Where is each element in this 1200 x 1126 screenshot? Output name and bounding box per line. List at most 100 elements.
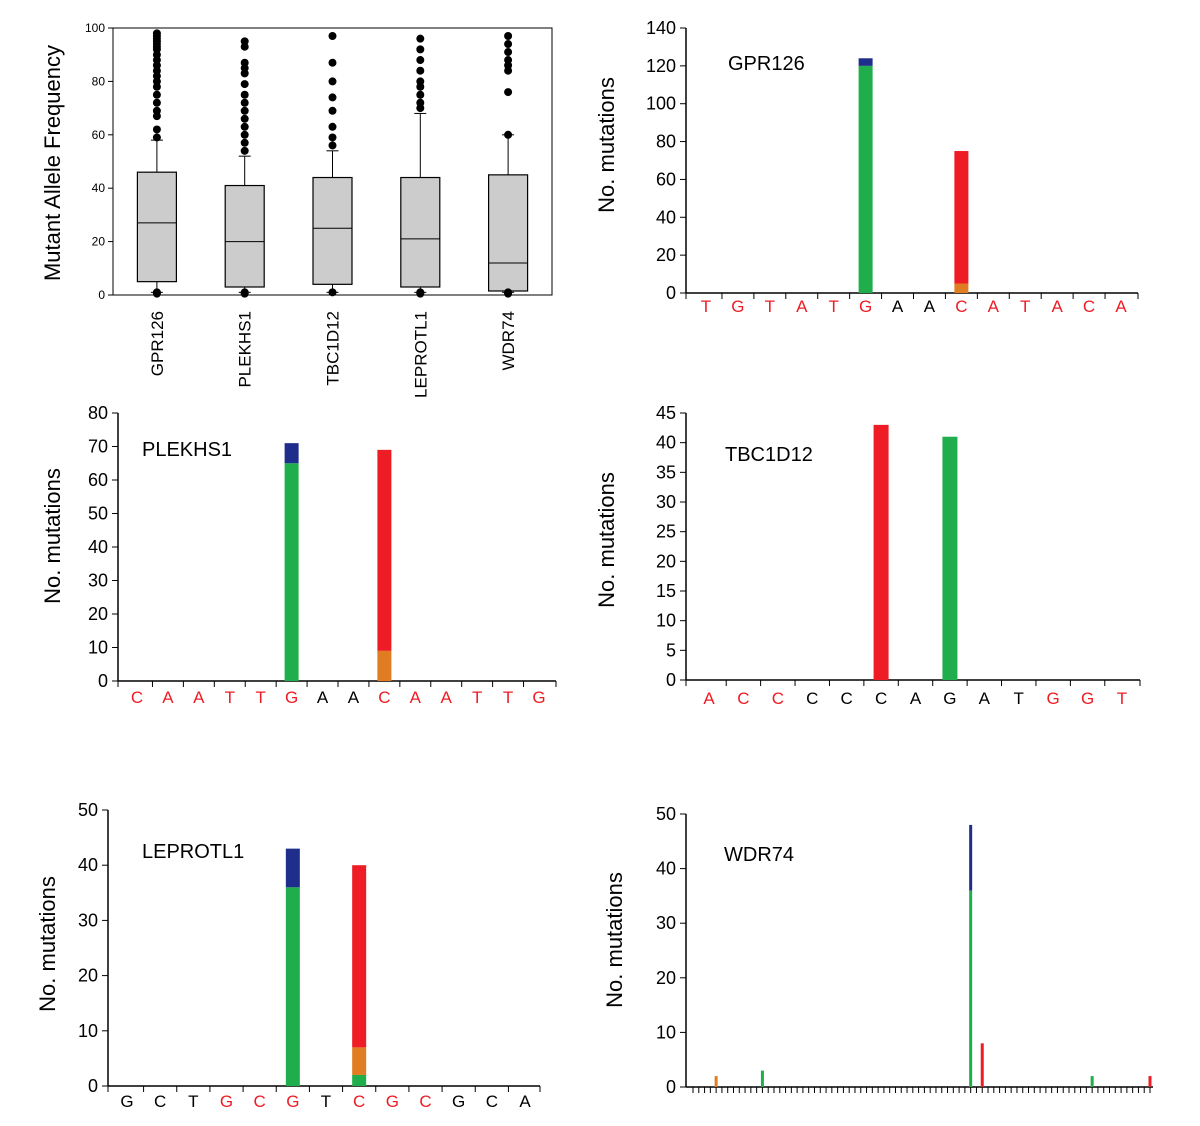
tbc1d12-y-axis-label: No. mutations xyxy=(594,472,619,608)
wdr74-bar-segment-red xyxy=(1148,1076,1152,1087)
plekhs1-sequence-letter: C xyxy=(131,688,143,707)
outlier-point-leprotl1 xyxy=(416,66,425,75)
leprotl1-sequence-letter: C xyxy=(254,1092,266,1111)
outlier-point-leprotl1 xyxy=(416,34,425,43)
wdr74-bar-segment-green xyxy=(1090,1076,1094,1087)
outlier-point-plekhs1 xyxy=(240,42,249,51)
plekhs1-sequence-letter: A xyxy=(348,688,360,707)
leprotl1-sequence-letter: T xyxy=(321,1092,331,1111)
wdr74-bar-segment-green xyxy=(969,890,973,1087)
plekhs1-sequence-letter: G xyxy=(285,688,298,707)
plekhs1-y-tick-label: 50 xyxy=(88,504,108,524)
plekhs1-sequence-letter: T xyxy=(255,688,265,707)
box-gpr126 xyxy=(136,171,177,283)
plekhs1-sequence-letter: G xyxy=(532,688,545,707)
outlier-point-tbc1d12 xyxy=(328,32,337,41)
leprotl1-y-axis-label: No. mutations xyxy=(35,876,60,1012)
leprotl1-bar-segment-green xyxy=(352,1074,367,1086)
plekhs1-sequence-letter: C xyxy=(378,688,390,707)
gpr126-sequence-letter: A xyxy=(796,297,808,316)
tbc1d12-bar-segment-red xyxy=(873,424,889,680)
gpr126-bar-segment-blue xyxy=(858,58,873,66)
outlier-point-leprotl1 xyxy=(416,56,425,65)
tbc1d12-y-tick-label: 45 xyxy=(656,403,676,423)
outlier-point-plekhs1 xyxy=(240,146,249,155)
leprotl1-sequence-letter: C xyxy=(353,1092,365,1111)
gpr126-sequence-letter: A xyxy=(1051,297,1063,316)
outlier-point-leprotl1 xyxy=(416,90,425,99)
leprotl1-y-tick-label: 50 xyxy=(78,800,98,820)
tbc1d12-sequence-letter: G xyxy=(1047,689,1060,708)
gpr126-sequence-letter: G xyxy=(859,297,872,316)
gpr126-y-tick-label: 0 xyxy=(666,283,676,303)
leprotl1-sequence-letter: C xyxy=(154,1092,166,1111)
plekhs1-sequence-letter: A xyxy=(441,688,453,707)
outlier-point-leprotl1 xyxy=(416,45,425,54)
plekhs1-bar-segment-red xyxy=(377,449,392,651)
gpr126-sequence-letter: A xyxy=(892,297,904,316)
tbc1d12-y-tick-label: 5 xyxy=(666,640,676,660)
wdr74-bar-segment-red xyxy=(980,1043,984,1087)
plekhs1-bar-segment-blue xyxy=(284,443,299,464)
plekhs1-sequence-letter: T xyxy=(503,688,513,707)
plekhs1-y-tick-label: 60 xyxy=(88,470,108,490)
gpr126-y-axis-label: No. mutations xyxy=(594,77,619,213)
gpr126-panel: No. mutations GPR126 0 20 40 60 80 100 120 140 T… xyxy=(594,18,1139,316)
leprotl1-sequence-letter: G xyxy=(286,1092,299,1111)
plekhs1-bar-segment-green xyxy=(284,463,299,681)
tbc1d12-sequence-letter: C xyxy=(841,689,853,708)
leprotl1-y-tick-label: 30 xyxy=(78,910,98,930)
tbc1d12-y-tick-label: 10 xyxy=(656,611,676,631)
leprotl1-bar-segment-blue xyxy=(285,848,300,888)
outlier-point-plekhs1 xyxy=(240,130,249,139)
leprotl1-sequence-letter: G xyxy=(120,1092,133,1111)
outlier-point-plekhs1 xyxy=(240,90,249,99)
gpr126-sequence-letter: T xyxy=(701,297,711,316)
outlier-point-tbc1d12 xyxy=(328,141,337,150)
outlier-point-plekhs1 xyxy=(240,138,249,147)
gpr126-bar-segment-green xyxy=(858,65,873,293)
wdr74-y-tick-label: 0 xyxy=(666,1077,676,1097)
gpr126-bar-segment-orange xyxy=(954,283,969,293)
box-leprotl1 xyxy=(400,176,441,288)
plekhs1-y-tick-label: 80 xyxy=(88,403,108,423)
outlier-point-tbc1d12 xyxy=(328,93,337,102)
gpr126-y-tick-label: 60 xyxy=(656,169,676,189)
box-wdr74 xyxy=(488,174,529,292)
leprotl1-bar-segment-green xyxy=(285,887,300,1086)
gpr126-sequence-letter: T xyxy=(1020,297,1030,316)
boxplot-y-tick-label: 40 xyxy=(92,181,106,195)
leprotl1-y-tick-label: 10 xyxy=(78,1021,98,1041)
plekhs1-panel: No. mutations PLEKHS1 0 10 20 30 40 50 60 70 80 C… xyxy=(40,403,557,707)
gpr126-sequence-letter: A xyxy=(1115,297,1127,316)
tbc1d12-sequence-letter: C xyxy=(772,689,784,708)
tbc1d12-y-tick-label: 40 xyxy=(656,433,676,453)
leprotl1-sequence-letter: C xyxy=(419,1092,431,1111)
boxplot-y-tick-label: 60 xyxy=(92,128,106,142)
gpr126-sequence-letter: T xyxy=(765,297,775,316)
wdr74-panel: No. mutations WDR74 0 10 20 30 40 50 xyxy=(602,804,1153,1097)
tbc1d12-sequence-letter: G xyxy=(943,689,956,708)
gpr126-sequence-letter: T xyxy=(828,297,838,316)
plekhs1-sequence-letter: T xyxy=(472,688,482,707)
wdr74-bar-segment-green xyxy=(760,1070,764,1087)
leprotl1-panel: No. mutations LEPROTL1 0 10 20 30 40 50 G C T G C G… xyxy=(35,800,541,1111)
wdr74-bar-segment-blue xyxy=(969,824,973,891)
tbc1d12-y-tick-label: 30 xyxy=(656,492,676,512)
outlier-point-wdr74 xyxy=(504,130,513,139)
plekhs1-sequence-letter: A xyxy=(410,688,422,707)
wdr74-y-tick-label: 40 xyxy=(656,859,676,879)
gpr126-sequence-letter: A xyxy=(924,297,936,316)
plekhs1-sequence-letter: A xyxy=(317,688,329,707)
tbc1d12-panel: No. mutations TBC1D12 0 5 10 15 20 25 30 35 40 45… xyxy=(594,403,1141,708)
leprotl1-sequence-letter: G xyxy=(386,1092,399,1111)
outlier-point-plekhs1 xyxy=(240,106,249,115)
wdr74-y-tick-label: 10 xyxy=(656,1022,676,1042)
tbc1d12-bar-segment-green xyxy=(942,436,958,680)
outlier-point-gpr126 xyxy=(152,289,161,298)
leprotl1-sequence-letter: T xyxy=(188,1092,198,1111)
tbc1d12-y-tick-label: 20 xyxy=(656,551,676,571)
boxplot-y-tick-label: 20 xyxy=(92,235,106,249)
outlier-point-leprotl1 xyxy=(416,82,425,91)
wdr74-y-tick-label: 50 xyxy=(656,804,676,824)
